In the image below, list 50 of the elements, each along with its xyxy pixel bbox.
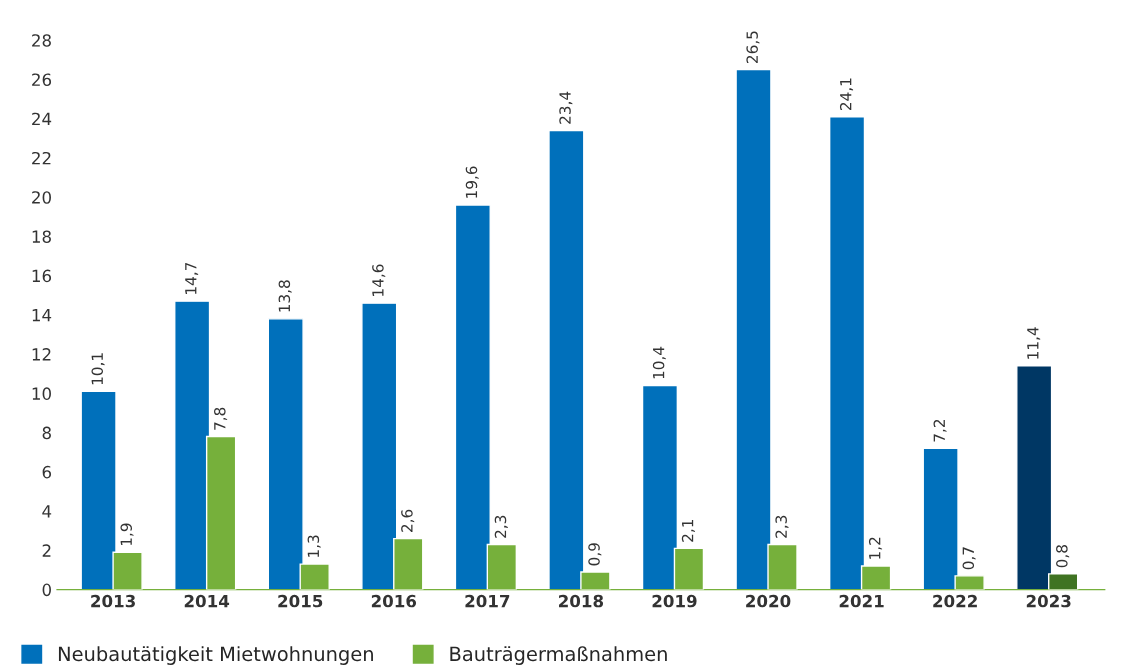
x-tick-label: 2013 [91,594,135,608]
data-label: 13,8 [278,280,292,312]
data-label: 14,7 [185,262,199,294]
x-tick-label: 2014 [184,594,230,608]
data-label: 1,2 [868,537,883,559]
y-tick-label: 16 [32,269,52,283]
y-tick-label: 28 [32,34,51,47]
data-label: 1,3 [307,535,321,557]
legend-label: Bauträgermaßnahmen [450,646,667,665]
data-label: 0,7 [962,547,976,570]
data-label: 26,5 [746,31,760,63]
y-tick-label: 12 [32,348,51,361]
data-label: 10,1 [91,353,105,385]
x-tick-label: 2022 [933,594,977,608]
y-tick-label: 2 [42,544,51,557]
y-tick-label: 18 [32,230,51,243]
y-tick-label: 24 [32,112,52,126]
legend-label: Neubautätigkeit Mietwohnungen [58,646,373,665]
y-tick-label: 26 [32,73,52,87]
x-tick-label: 2020 [746,594,791,608]
y-tick-label: 6 [42,465,52,479]
data-label: 11,4 [1027,327,1041,359]
y-tick-label: 0 [42,583,51,597]
y-tick-label: 10 [32,387,51,400]
data-label: 10,4 [652,346,666,379]
x-tick-label: 2017 [465,594,510,608]
data-label: 2,6 [401,509,415,532]
data-label: 24,1 [839,78,854,111]
x-tick-label: 2023 [1026,594,1071,608]
x-tick-label: 2015 [278,594,323,608]
data-label: 14,6 [372,264,386,296]
data-label: 0,8 [1056,545,1070,568]
data-label: 1,9 [120,523,134,546]
y-tick-label: 4 [42,505,52,518]
x-tick-label: 2019 [652,594,697,608]
x-tick-label: 2016 [371,594,417,608]
data-label: 2,1 [681,519,695,542]
y-tick-label: 8 [42,426,51,440]
x-tick-label: 2021 [839,594,884,608]
data-label: 0,9 [588,543,602,566]
data-label: 19,6 [465,166,479,198]
data-label: 2,3 [494,515,508,538]
y-tick-label: 20 [32,191,51,204]
data-label: 7,2 [933,420,947,442]
data-label: 7,8 [214,407,228,430]
data-label: 23,4 [559,91,573,124]
data-label: 2,3 [775,515,789,538]
y-tick-label: 22 [32,151,51,165]
x-tick-label: 2018 [559,594,604,608]
y-tick-label: 14 [32,309,52,322]
